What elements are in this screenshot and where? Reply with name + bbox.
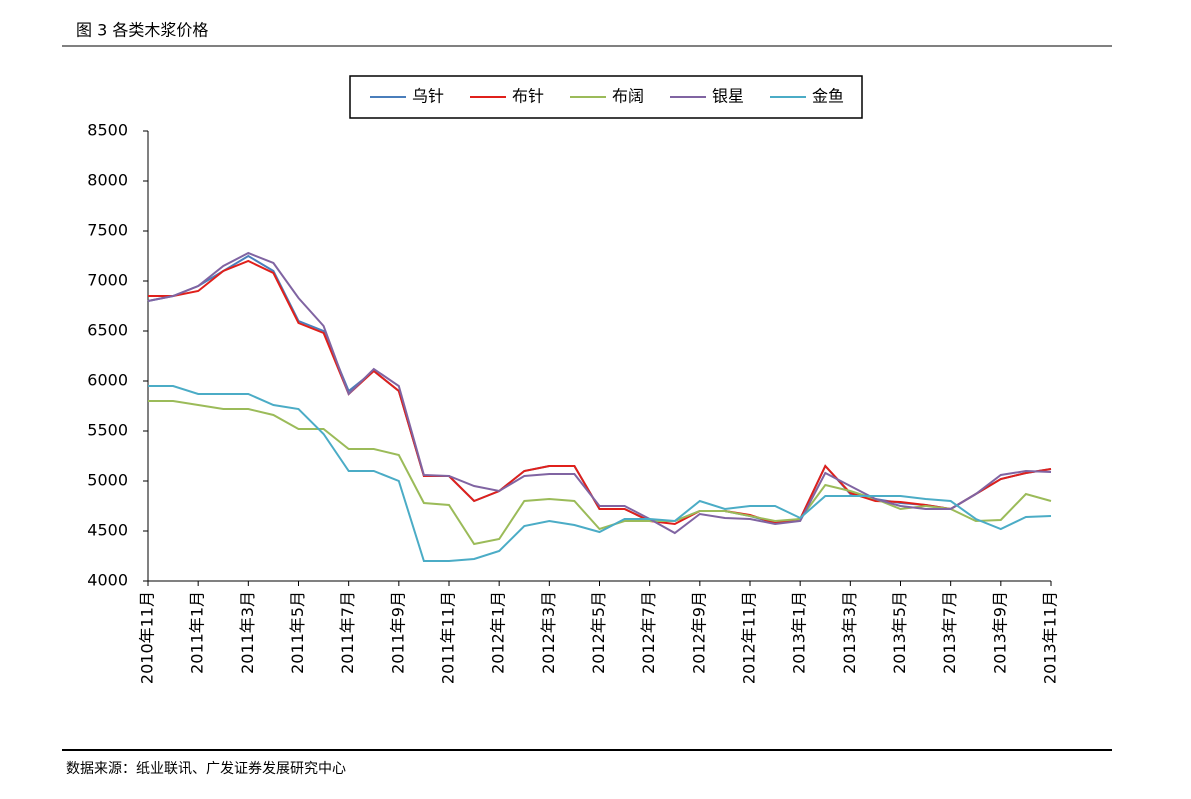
y-tick-label: 6000 bbox=[87, 371, 128, 390]
x-tick-label: 2012年3月 bbox=[539, 591, 558, 674]
x-tick-label: 2011年1月 bbox=[188, 591, 207, 674]
x-tick-label: 2011年3月 bbox=[238, 591, 257, 674]
y-tick-label: 7000 bbox=[87, 271, 128, 290]
y-tick-label: 8500 bbox=[87, 121, 128, 140]
y-tick-label: 4500 bbox=[87, 521, 128, 540]
y-tick-label: 8000 bbox=[87, 171, 128, 190]
x-tick-label: 2013年7月 bbox=[940, 591, 959, 674]
legend-label: 布针 bbox=[512, 87, 544, 106]
x-tick-label: 2013年9月 bbox=[990, 591, 1009, 674]
series-line bbox=[147, 251, 1052, 535]
legend-label: 乌针 bbox=[412, 87, 444, 106]
x-tick-label: 2013年11月 bbox=[1041, 591, 1060, 684]
y-tick-label: 7500 bbox=[87, 221, 128, 240]
x-tick-label: 2013年5月 bbox=[890, 591, 909, 674]
series-line bbox=[148, 400, 1052, 546]
y-tick-label: 5500 bbox=[87, 421, 128, 440]
y-tick-label: 5000 bbox=[87, 471, 128, 490]
legend-label: 布阔 bbox=[612, 87, 644, 106]
legend-label: 金鱼 bbox=[812, 87, 844, 106]
x-tick-label: 2011年5月 bbox=[288, 591, 307, 674]
x-tick-label: 2010年11月 bbox=[138, 591, 157, 684]
legend-label: 银星 bbox=[712, 87, 744, 106]
series-line bbox=[148, 385, 1052, 562]
series-line bbox=[147, 254, 1052, 525]
x-tick-label: 2013年3月 bbox=[840, 591, 859, 674]
x-tick-label: 2012年11月 bbox=[740, 591, 759, 684]
y-tick-label: 6500 bbox=[87, 321, 128, 340]
x-tick-label: 2011年9月 bbox=[388, 591, 407, 674]
x-tick-label: 2012年9月 bbox=[689, 591, 708, 674]
x-tick-label: 2012年7月 bbox=[639, 591, 658, 674]
source-note: 数据来源：纸业联讯、广发证券发展研究中心 bbox=[66, 761, 346, 777]
x-tick-label: 2012年5月 bbox=[589, 591, 608, 674]
y-tick-label: 4000 bbox=[87, 571, 128, 590]
x-tick-label: 2013年1月 bbox=[790, 591, 809, 674]
series-line bbox=[148, 259, 1052, 526]
x-tick-label: 2011年11月 bbox=[439, 591, 458, 684]
x-tick-label: 2012年1月 bbox=[489, 591, 508, 674]
x-tick-label: 2011年7月 bbox=[338, 591, 357, 674]
header-title: 图 3 各类木浆价格 bbox=[76, 21, 208, 40]
